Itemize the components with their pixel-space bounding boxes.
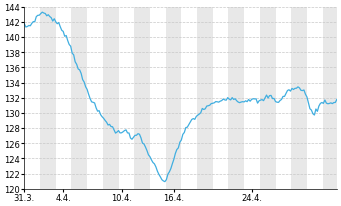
- Bar: [291, 8, 307, 189]
- Bar: [166, 8, 181, 189]
- Bar: [71, 8, 87, 189]
- Bar: [197, 8, 213, 189]
- Bar: [228, 8, 244, 189]
- Bar: [103, 8, 119, 189]
- Bar: [260, 8, 276, 189]
- Bar: [337, 8, 341, 189]
- Bar: [134, 8, 150, 189]
- Bar: [40, 8, 56, 189]
- Bar: [323, 8, 337, 189]
